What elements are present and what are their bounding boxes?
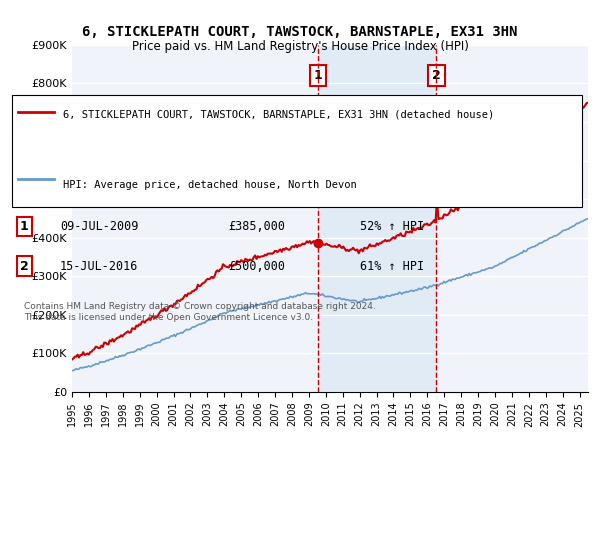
Text: 6, STICKLEPATH COURT, TAWSTOCK, BARNSTAPLE, EX31 3HN: 6, STICKLEPATH COURT, TAWSTOCK, BARNSTAP… [82,25,518,39]
Text: Price paid vs. HM Land Registry's House Price Index (HPI): Price paid vs. HM Land Registry's House … [131,40,469,53]
Bar [317,45,436,392]
Text: 1: 1 [313,69,322,82]
Text: £500,000: £500,000 [228,259,285,273]
Text: 61% ↑ HPI: 61% ↑ HPI [360,259,424,273]
Text: 1: 1 [20,220,28,234]
Text: 52% ↑ HPI: 52% ↑ HPI [360,220,424,234]
Text: HPI: Average price, detached house, North Devon: HPI: Average price, detached house, Nort… [63,180,357,190]
Text: Contains HM Land Registry data © Crown copyright and database right 2024.
This d: Contains HM Land Registry data © Crown c… [24,302,376,322]
Text: 6, STICKLEPATH COURT, TAWSTOCK, BARNSTAPLE, EX31 3HN (detached house): 6, STICKLEPATH COURT, TAWSTOCK, BARNSTAP… [63,110,494,120]
Text: £385,000: £385,000 [228,220,285,234]
Text: 15-JUL-2016: 15-JUL-2016 [60,259,139,273]
Text: 09-JUL-2009: 09-JUL-2009 [60,220,139,234]
Text: 2: 2 [20,259,28,273]
Text: 2: 2 [432,69,441,82]
